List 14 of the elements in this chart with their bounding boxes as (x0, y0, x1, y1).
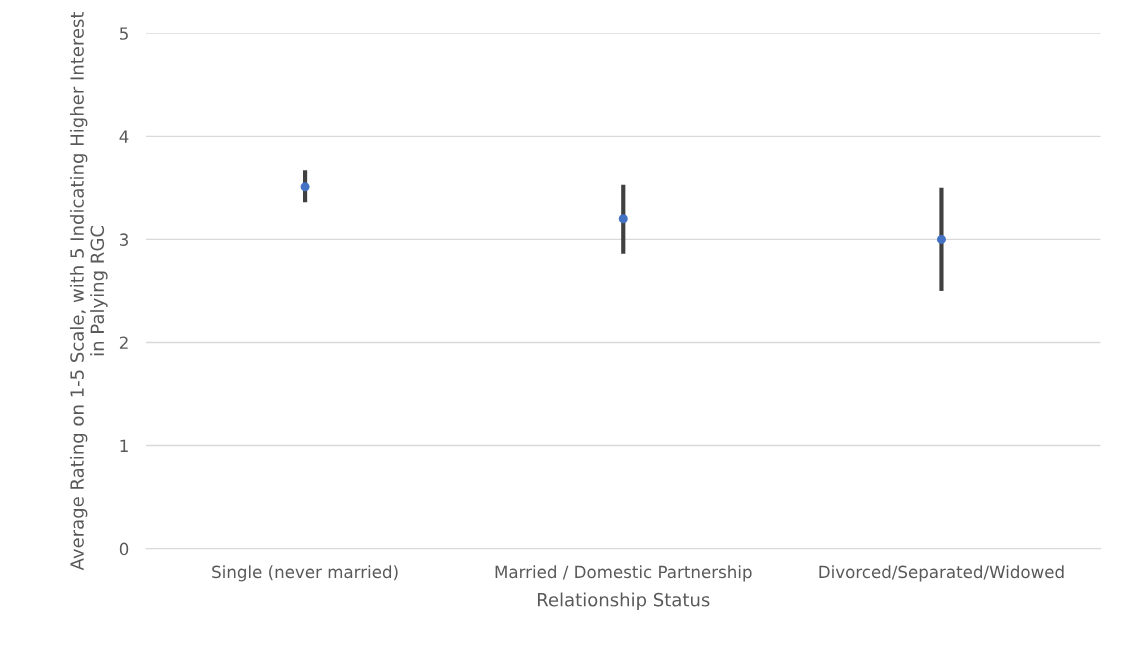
y-tick-label: 1 (120, 439, 128, 452)
y-tick-label: 2 (119, 336, 128, 349)
point (618, 214, 628, 224)
y-tick-label: 5 (120, 27, 128, 40)
x-tick-label: Married / Domestic Partnership (495, 565, 752, 582)
y-tick-label: 0 (119, 542, 129, 556)
y-axis-title: Average Rating on 1-5 Scale, with 5 Indicating Higher Interest in Palying RGC (69, 11, 108, 571)
x-axis-title: Relationship Status (537, 592, 710, 611)
y-tick-label: 3 (119, 233, 128, 246)
point (300, 182, 310, 192)
point (936, 234, 946, 244)
x-tick-label: Single (never married) (212, 565, 398, 582)
y-tick-label: 4 (119, 130, 129, 143)
x-tick-label: Divorced/Separated/Widowed (819, 565, 1064, 582)
